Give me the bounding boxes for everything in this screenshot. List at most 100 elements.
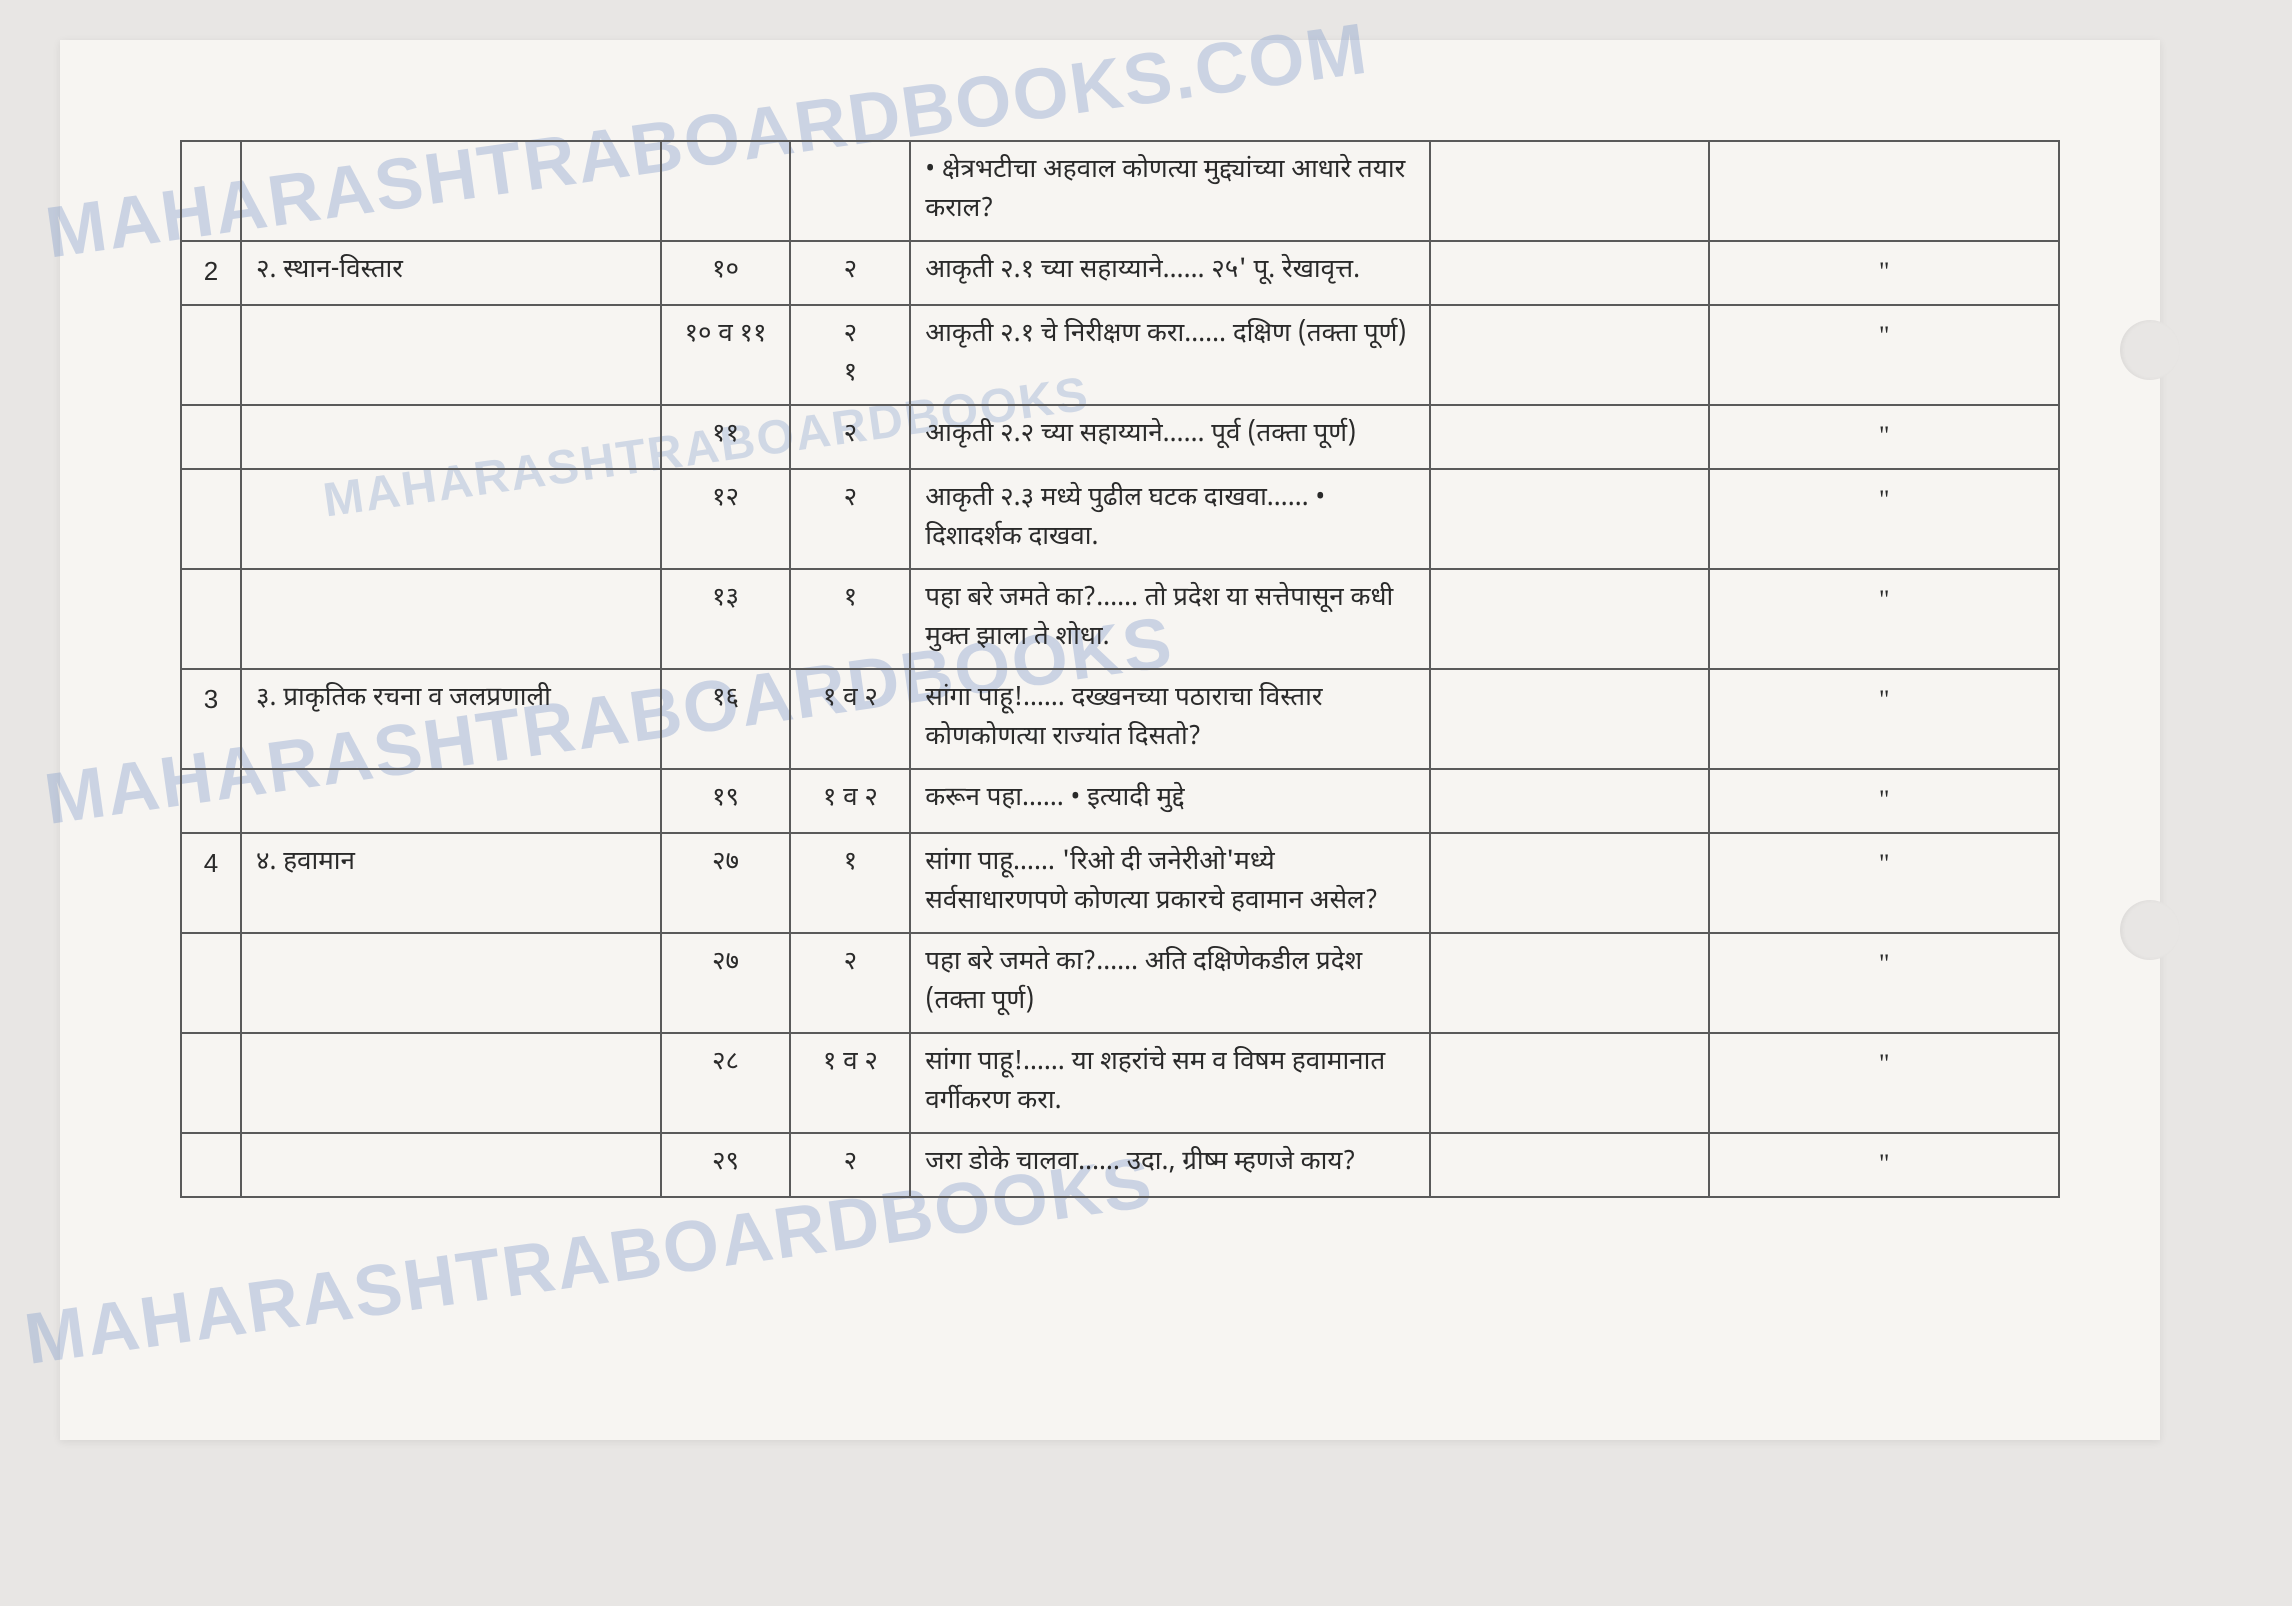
last-cell: ": [1709, 1133, 2059, 1197]
page-cell: १९: [661, 769, 791, 833]
remark-cell: [1430, 405, 1710, 469]
exercise-cell: [790, 141, 910, 241]
activity-cell: पहा बरे जमते का?…… तो प्रदेश या सत्तेपास…: [910, 569, 1429, 669]
sr-cell: [181, 569, 241, 669]
remark-cell: [1430, 241, 1710, 305]
activity-cell: आकृती २.३ मध्ये पुढील घटक दाखवा…… • दिशा…: [910, 469, 1429, 569]
last-cell: ": [1709, 833, 2059, 933]
table-row: १२२आकृती २.३ मध्ये पुढील घटक दाखवा…… • द…: [181, 469, 2059, 569]
last-cell: ": [1709, 1033, 2059, 1133]
sr-cell: [181, 469, 241, 569]
table-row: १० व ११२१आकृती २.१ चे निरीक्षण करा…… दक्…: [181, 305, 2059, 405]
exercise-cell: २: [790, 405, 910, 469]
last-cell: ": [1709, 569, 2059, 669]
exercise-cell: २: [790, 241, 910, 305]
table-row: 2२. स्थान-विस्तार१०२आकृती २.१ च्या सहाय्…: [181, 241, 2059, 305]
sr-cell: [181, 933, 241, 1033]
activity-cell: सांगा पाहू!…… या शहरांचे सम व विषम हवामा…: [910, 1033, 1429, 1133]
activity-cell: आकृती २.१ चे निरीक्षण करा…… दक्षिण (तक्त…: [910, 305, 1429, 405]
chapter-cell: ४. हवामान: [241, 833, 661, 933]
sr-cell: [181, 1033, 241, 1133]
ditto-mark: ": [1879, 949, 1890, 978]
activity-cell: • क्षेत्रभटीचा अहवाल कोणत्या मुद्द्यांच्…: [910, 141, 1429, 241]
ditto-mark: ": [1879, 321, 1890, 350]
chapter-cell: [241, 933, 661, 1033]
activity-cell: आकृती २.१ च्या सहाय्याने…… २५' पू. रेखाव…: [910, 241, 1429, 305]
activity-cell: पहा बरे जमते का?…… अति दक्षिणेकडील प्रदे…: [910, 933, 1429, 1033]
last-cell: ": [1709, 241, 2059, 305]
page-cell: १२: [661, 469, 791, 569]
chapter-cell: [241, 469, 661, 569]
remark-cell: [1430, 305, 1710, 405]
exercise-cell: २१: [790, 305, 910, 405]
sr-cell: 3: [181, 669, 241, 769]
page-cell: १३: [661, 569, 791, 669]
binder-hole-icon: [2120, 320, 2180, 380]
last-cell: ": [1709, 305, 2059, 405]
table-row: २९२जरा डोके चालवा…… उदा., ग्रीष्म म्हणजे…: [181, 1133, 2059, 1197]
activity-cell: करून पहा…… • इत्यादी मुद्दे: [910, 769, 1429, 833]
chapter-cell: [241, 305, 661, 405]
activity-cell: सांगा पाहू!…… दख्खनच्या पठाराचा विस्तार …: [910, 669, 1429, 769]
page-cell: २९: [661, 1133, 791, 1197]
document-page: MAHARASHTRABOARDBOOKS.COM MAHARASHTRABOA…: [60, 40, 2160, 1440]
exercise-cell: २: [790, 469, 910, 569]
activity-cell: आकृती २.२ च्या सहाय्याने…… पूर्व (तक्ता …: [910, 405, 1429, 469]
last-cell: ": [1709, 669, 2059, 769]
ditto-mark: ": [1879, 1149, 1890, 1178]
exercise-cell: २: [790, 933, 910, 1033]
exercise-cell: १: [790, 569, 910, 669]
ditto-mark: ": [1879, 1049, 1890, 1078]
ditto-mark: ": [1879, 785, 1890, 814]
sr-cell: [181, 141, 241, 241]
page-cell: २८: [661, 1033, 791, 1133]
sr-cell: 4: [181, 833, 241, 933]
table-row: १९१ व २करून पहा…… • इत्यादी मुद्दे ": [181, 769, 2059, 833]
remark-cell: [1430, 933, 1710, 1033]
sr-cell: [181, 305, 241, 405]
chapter-cell: २. स्थान-विस्तार: [241, 241, 661, 305]
remark-cell: [1430, 569, 1710, 669]
sr-cell: [181, 769, 241, 833]
syllabus-table: • क्षेत्रभटीचा अहवाल कोणत्या मुद्द्यांच्…: [180, 140, 2060, 1198]
chapter-cell: [241, 569, 661, 669]
page-cell: [661, 141, 791, 241]
page-cell: १०: [661, 241, 791, 305]
last-cell: ": [1709, 769, 2059, 833]
chapter-cell: [241, 1133, 661, 1197]
chapter-cell: [241, 141, 661, 241]
table-row: 4४. हवामान२७१सांगा पाहू…… 'रिओ दी जनेरीओ…: [181, 833, 2059, 933]
table-row: ११२आकृती २.२ च्या सहाय्याने…… पूर्व (तक्…: [181, 405, 2059, 469]
page-cell: ११: [661, 405, 791, 469]
remark-cell: [1430, 833, 1710, 933]
exercise-cell: १ व २: [790, 1033, 910, 1133]
remark-cell: [1430, 1133, 1710, 1197]
chapter-cell: [241, 405, 661, 469]
table-row: २७२पहा बरे जमते का?…… अति दक्षिणेकडील प्…: [181, 933, 2059, 1033]
page-cell: १० व ११: [661, 305, 791, 405]
sr-cell: [181, 1133, 241, 1197]
exercise-cell: १ व २: [790, 769, 910, 833]
activity-cell: जरा डोके चालवा…… उदा., ग्रीष्म म्हणजे का…: [910, 1133, 1429, 1197]
remark-cell: [1430, 669, 1710, 769]
ditto-mark: ": [1879, 485, 1890, 514]
table-row: १३१पहा बरे जमते का?…… तो प्रदेश या सत्ते…: [181, 569, 2059, 669]
chapter-cell: [241, 1033, 661, 1133]
binder-hole-icon: [2120, 900, 2180, 960]
page-cell: २७: [661, 933, 791, 1033]
ditto-mark: ": [1879, 421, 1890, 450]
ditto-mark: ": [1879, 685, 1890, 714]
table-row: २८१ व २सांगा पाहू!…… या शहरांचे सम व विष…: [181, 1033, 2059, 1133]
last-cell: ": [1709, 933, 2059, 1033]
chapter-cell: ३. प्राकृतिक रचना व जलप्रणाली: [241, 669, 661, 769]
last-cell: [1709, 141, 2059, 241]
ditto-mark: ": [1879, 585, 1890, 614]
sr-cell: 2: [181, 241, 241, 305]
last-cell: ": [1709, 405, 2059, 469]
table-row: 3३. प्राकृतिक रचना व जलप्रणाली१६१ व २सां…: [181, 669, 2059, 769]
chapter-cell: [241, 769, 661, 833]
sr-cell: [181, 405, 241, 469]
remark-cell: [1430, 469, 1710, 569]
page-cell: २७: [661, 833, 791, 933]
exercise-cell: १ व २: [790, 669, 910, 769]
